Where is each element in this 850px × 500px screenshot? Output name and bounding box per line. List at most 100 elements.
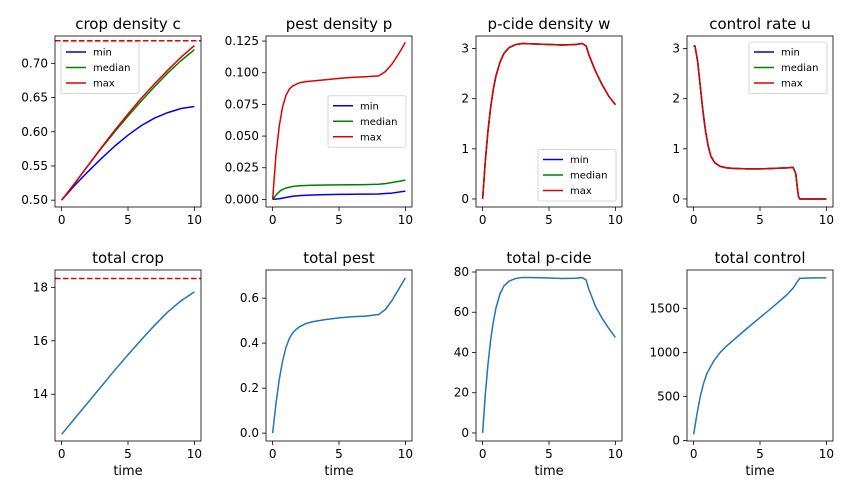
y-tick-label: 0.125	[225, 34, 259, 48]
y-tick-label: 1	[672, 142, 680, 156]
legend-box	[748, 41, 828, 94]
panel-title: p-cide density w	[488, 15, 611, 33]
panel-2: pest density p 0 5 10 0.000 0.025 0.050 0.075 0.…	[225, 15, 413, 227]
y-tick-label: 40	[454, 345, 469, 359]
panel-title: total p-cide	[506, 249, 591, 267]
y-tick-label: 1	[461, 142, 469, 156]
y-tick-label: 18	[33, 280, 48, 294]
legend-box	[327, 95, 407, 148]
y-tick-label: 1000	[649, 345, 680, 359]
x-tick-label: 0	[690, 213, 698, 227]
x-tick-label: 10	[819, 213, 834, 227]
y-tick-label: 500	[657, 389, 680, 403]
axes-frame	[686, 35, 834, 208]
legend: min median max	[748, 41, 828, 94]
series-line-median	[272, 179, 406, 200]
axes-frame	[54, 269, 202, 442]
x-tick-label: 0	[269, 447, 277, 461]
legend-box	[60, 41, 140, 94]
legend: min median max	[537, 149, 617, 202]
legend-label: max	[93, 79, 115, 90]
legend-label: median	[360, 117, 398, 128]
axes-frame	[54, 35, 202, 208]
x-tick-label: 10	[398, 213, 413, 227]
axes-frame	[265, 269, 413, 442]
series-line-max	[271, 41, 407, 200]
legend-box	[537, 149, 617, 202]
legend-label: min	[360, 101, 379, 112]
y-tick-label: 3	[672, 42, 680, 56]
y-tick-label: 0.050	[225, 129, 259, 143]
axes-frame	[475, 269, 623, 442]
axes-frame	[686, 269, 834, 442]
panel-title: total pest	[303, 249, 375, 267]
panel-4: control rate u 0 5 10 0 1 2 3 min median max	[672, 15, 834, 227]
legend-label: max	[570, 186, 592, 197]
y-tick-label: 2	[461, 92, 469, 106]
y-tick-label: 20	[454, 386, 469, 400]
x-axis-label: time	[324, 464, 353, 479]
x-tick-label: 0	[269, 213, 277, 227]
legend-label: median	[93, 63, 131, 74]
x-tick-label: 10	[187, 447, 202, 461]
y-tick-label: 3	[461, 42, 469, 56]
legend-label: min	[570, 155, 589, 166]
series-line	[61, 291, 195, 435]
y-tick-label: 80	[454, 265, 469, 279]
series-line	[692, 277, 827, 435]
x-tick-label: 5	[124, 447, 132, 461]
y-tick-label: 0.2	[240, 381, 259, 395]
x-axis-label: time	[113, 464, 142, 479]
y-tick-label: 0.55	[21, 159, 48, 173]
panel-1: crop density c 0 5 10 0.50 0.55 0.60 0.65 0.70 mi…	[21, 15, 202, 227]
y-tick-label: 1500	[649, 301, 680, 315]
panel-title: total control	[714, 249, 805, 267]
x-axis-label: time	[745, 464, 774, 479]
y-tick-label: 0.65	[21, 91, 48, 105]
y-tick-label: 0.075	[225, 97, 259, 111]
panel-3: p-cide density w 0 5 10 0 1 2 3 min median max	[461, 15, 623, 227]
x-tick-label: 0	[58, 213, 66, 227]
y-tick-label: 0.000	[225, 192, 259, 206]
x-tick-label: 10	[398, 447, 413, 461]
panel-8: total control 0 5 10 0 500 1000 1500 time	[649, 249, 834, 479]
panel-6: total pest 0 5 10 0.0 0.2 0.4 0.6 time	[240, 249, 413, 479]
panel-title: crop density c	[75, 15, 181, 33]
axes-frame	[475, 35, 623, 208]
axes-frame	[265, 35, 413, 208]
y-tick-label: 0	[461, 426, 469, 440]
x-tick-label: 5	[756, 213, 764, 227]
x-tick-label: 5	[545, 447, 553, 461]
x-tick-label: 0	[479, 213, 487, 227]
legend-label: max	[360, 132, 382, 143]
series-line	[271, 277, 407, 434]
x-axis-label: time	[534, 464, 563, 479]
y-tick-label: 60	[454, 305, 469, 319]
series-line-min	[61, 105, 195, 201]
panel-title: control rate u	[709, 15, 811, 33]
y-tick-label: 0	[672, 192, 680, 206]
y-tick-label: 0.60	[21, 125, 48, 139]
panel-title: total crop	[92, 249, 164, 267]
y-tick-label: 0.70	[21, 56, 48, 70]
legend-label: min	[781, 48, 800, 59]
panel-title: pest density p	[286, 15, 393, 33]
x-tick-label: 5	[545, 213, 553, 227]
series-line-min	[272, 190, 406, 201]
y-tick-label: 2	[672, 92, 680, 106]
x-tick-label: 10	[187, 213, 202, 227]
legend-label: median	[570, 171, 608, 182]
x-tick-label: 10	[819, 447, 834, 461]
x-tick-label: 5	[335, 447, 343, 461]
x-tick-label: 10	[608, 213, 623, 227]
y-tick-label: 14	[33, 387, 48, 401]
x-tick-label: 0	[690, 447, 698, 461]
x-tick-label: 0	[479, 447, 487, 461]
x-tick-label: 10	[608, 447, 623, 461]
y-tick-label: 0.025	[225, 161, 259, 175]
legend-label: max	[781, 79, 803, 90]
x-tick-label: 0	[58, 447, 66, 461]
x-tick-label: 5	[756, 447, 764, 461]
series-line	[481, 276, 616, 434]
series-line-max	[693, 45, 827, 200]
